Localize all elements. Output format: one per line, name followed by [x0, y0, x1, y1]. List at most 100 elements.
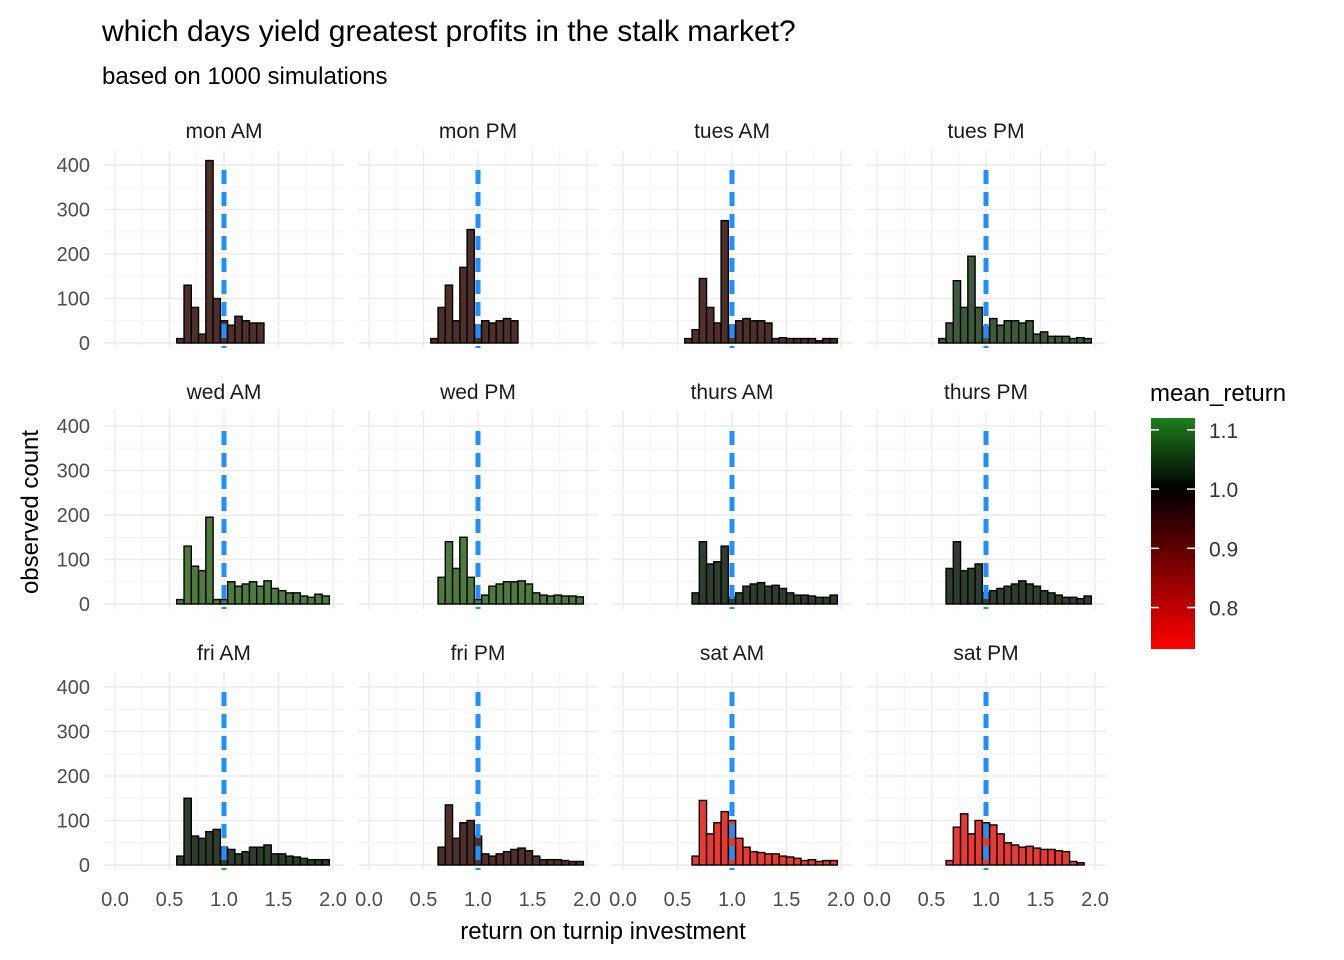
x-tick-label: 0.5 — [410, 889, 438, 911]
y-tick-label: 400 — [57, 677, 90, 699]
x-tick-label: 0.0 — [355, 889, 383, 911]
histogram-bar — [1010, 583, 1020, 605]
y-tick-label: 100 — [57, 550, 90, 572]
histogram-bar — [1032, 333, 1042, 344]
histogram-bar — [190, 306, 200, 344]
histogram-bar — [495, 320, 505, 344]
histogram-bar — [996, 833, 1005, 866]
histogram-bar — [205, 159, 214, 344]
x-tick-label: 0.5 — [918, 889, 946, 911]
panel-thurs-pm: thurs PM — [866, 381, 1106, 609]
x-tick-label: 1.5 — [265, 889, 293, 911]
histogram-bar — [800, 859, 810, 866]
histogram-bar — [1061, 850, 1071, 866]
panel-tues-pm: tues PM — [866, 120, 1106, 348]
histogram-bar — [793, 594, 802, 605]
histogram-bar — [749, 583, 759, 605]
facet-label: thurs AM — [691, 381, 774, 404]
histogram-bar — [539, 594, 548, 605]
histogram-bar — [793, 857, 802, 866]
histogram-bar — [952, 826, 962, 866]
histogram-bar — [1025, 845, 1034, 866]
histogram-bar — [531, 592, 541, 605]
histogram-bar — [306, 596, 316, 605]
panel-fri-am: fri AM 0 100 200 300 400 0.0 0.5 1.0 1.5 2.0 — [57, 642, 347, 911]
histogram-bar — [234, 315, 243, 344]
histogram-bar — [814, 340, 824, 344]
y-tick-label: 300 — [57, 461, 90, 483]
histogram-bar — [1025, 320, 1034, 344]
histogram-bar — [480, 594, 490, 605]
histogram-bar — [1076, 862, 1085, 866]
histogram-bar — [183, 284, 193, 344]
histogram-bar — [1017, 580, 1027, 605]
histogram-bar — [575, 860, 585, 866]
panel-thurs-am: thurs AM — [612, 381, 852, 609]
histogram-bar — [241, 320, 251, 344]
x-tick-label: 1.5 — [773, 889, 801, 911]
histogram-bar — [241, 850, 251, 866]
histogram-bar — [1068, 596, 1078, 605]
histogram-bar — [1068, 337, 1078, 344]
histogram-bar — [749, 320, 759, 344]
legend-title: mean_return — [1150, 380, 1286, 407]
histogram-bar — [763, 853, 773, 866]
histogram-bar — [488, 855, 497, 866]
histogram-bar — [705, 833, 715, 866]
histogram-bar — [285, 592, 294, 605]
histogram-bar — [560, 595, 570, 605]
histogram-bar — [248, 846, 258, 866]
histogram-bar — [270, 853, 280, 866]
histogram-bar — [996, 587, 1005, 605]
histogram-bar — [1039, 589, 1049, 605]
histogram-bar — [495, 853, 505, 866]
histogram-bar — [814, 596, 824, 605]
histogram-bar — [705, 563, 715, 605]
histogram-bar — [785, 592, 795, 605]
x-tick-label: 0.5 — [664, 889, 692, 911]
y-axis-label: observed count — [17, 430, 44, 594]
histogram-bar — [763, 322, 773, 344]
x-axis-label: return on turnip investment — [460, 918, 746, 945]
histogram-bar — [800, 594, 810, 605]
histogram-bar — [212, 598, 222, 605]
y-tick-label: 0 — [79, 333, 90, 355]
legend-colorbar — [1151, 418, 1195, 649]
histogram-bar — [219, 598, 229, 605]
histogram-bar — [444, 804, 454, 866]
histogram-bar — [1083, 595, 1093, 605]
histogram-bar — [771, 584, 780, 605]
histogram-bar — [205, 830, 214, 866]
y-tick-label: 200 — [57, 244, 90, 266]
panel-tues-am: tues AM — [612, 120, 852, 348]
histogram-bar — [183, 545, 193, 605]
histogram-bar — [277, 589, 287, 605]
histogram-bar — [444, 541, 454, 605]
histogram-bar — [988, 824, 998, 866]
histogram-bar — [437, 576, 447, 605]
x-tick-label: 1.5 — [1027, 889, 1055, 911]
facet-label: mon AM — [185, 120, 262, 143]
histogram-bar — [771, 853, 780, 866]
histogram-bar — [1039, 848, 1049, 866]
histogram-bar — [959, 813, 969, 866]
legend-break-label: 1.0 — [1209, 479, 1238, 502]
histogram-bar — [234, 585, 243, 605]
histogram-bar — [197, 569, 207, 605]
histogram-bar — [270, 587, 280, 605]
facet-label: wed PM — [439, 381, 516, 404]
histogram-bar — [197, 333, 207, 344]
histogram-bar — [778, 855, 788, 866]
histogram-bar — [437, 846, 447, 866]
y-tick-label: 0 — [79, 594, 90, 616]
histogram-bar — [575, 596, 585, 605]
histogram-bar — [277, 853, 287, 866]
histogram-bar — [1061, 596, 1071, 605]
histogram-bar — [466, 819, 476, 866]
histogram-bar — [814, 860, 824, 866]
histogram-bar — [509, 581, 519, 605]
histogram-bar — [698, 541, 708, 605]
x-tick-label: 2.0 — [827, 889, 855, 911]
histogram-bar — [263, 844, 272, 866]
legend-break-label: 0.9 — [1209, 538, 1238, 561]
